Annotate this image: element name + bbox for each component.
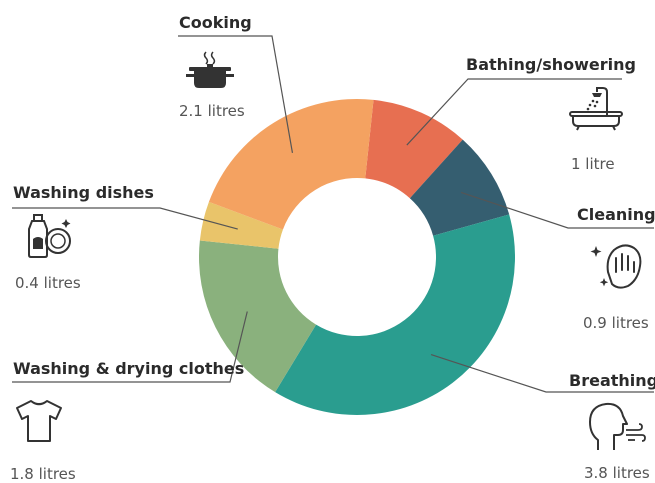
slice-washing-dishes [199, 201, 283, 249]
value-washing-drying-clothes: 1.8 litres [10, 465, 76, 483]
value-bathing-showering: 1 litre [571, 155, 615, 173]
leader-line-cooking [178, 35, 294, 153]
leader-line-bathing-showering [406, 78, 622, 146]
cleaning-hand-sparkle-icon [590, 244, 642, 289]
value-breathing: 3.8 litres [584, 464, 650, 482]
leader-line-washing-dishes [12, 207, 238, 230]
label-cleaning: Cleaning [577, 205, 655, 224]
slice-cooking [208, 98, 374, 230]
value-washing-dishes: 0.4 litres [15, 274, 81, 292]
slice-bathing-showering [365, 99, 463, 199]
value-cooking: 2.1 litres [179, 102, 245, 120]
dish-soap-icon [28, 214, 71, 258]
bathtub-shower-icon [569, 87, 623, 131]
label-washing-drying-clothes: Washing & drying clothes [13, 359, 245, 378]
cooking-pot-icon [186, 51, 234, 88]
label-cooking: Cooking [179, 13, 252, 32]
leader-line-breathing [430, 354, 654, 393]
leader-line-cleaning [460, 191, 654, 229]
leader-line-washing-drying-clothes [12, 311, 248, 383]
breathing-head-icon [589, 402, 646, 450]
label-breathing: Breathing [569, 371, 655, 390]
donut-slices [199, 98, 515, 415]
value-cleaning: 0.9 litres [583, 314, 649, 332]
slice-breathing [275, 214, 515, 415]
tshirt-icon [16, 400, 62, 442]
slice-cleaning [409, 139, 510, 236]
slice-washing-drying-clothes [199, 240, 317, 393]
label-bathing-showering: Bathing/showering [466, 55, 636, 74]
label-washing-dishes: Washing dishes [13, 183, 154, 202]
leader-lines [12, 35, 654, 393]
